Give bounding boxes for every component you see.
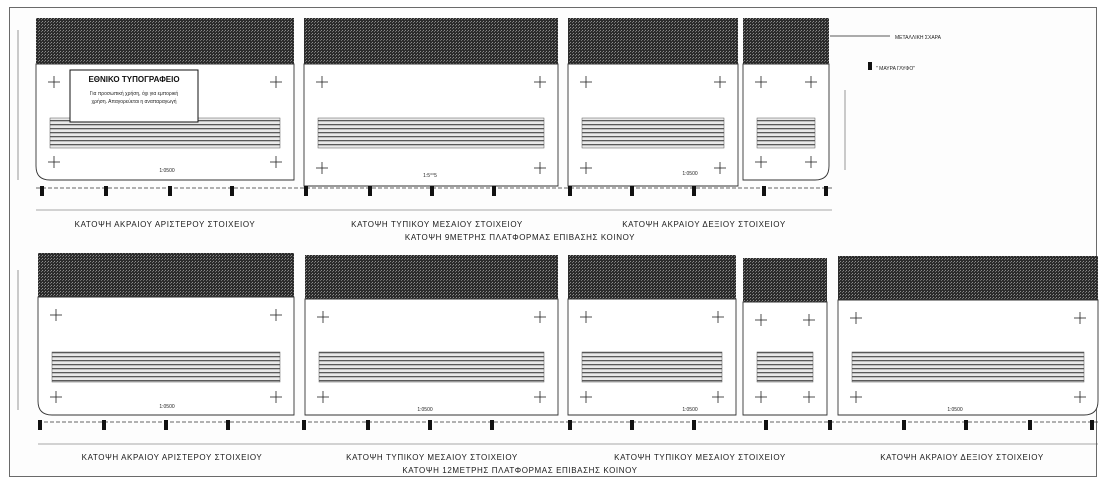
rail-tie	[568, 186, 572, 196]
rail-tie	[762, 186, 766, 196]
bottom-panel-right	[838, 256, 1098, 415]
bottom-panel-middle-1	[305, 255, 558, 415]
rail-tie	[302, 420, 306, 430]
top-label-left: ΚΑΤΟΨΗ ΑΚΡΑΙΟΥ ΑΡΙΣΤΕΡΟΥ ΣΤΟΙΧΕΙΟΥ	[75, 220, 256, 229]
rail-tie	[764, 420, 768, 430]
metal-grate	[36, 18, 294, 64]
metal-grate	[305, 255, 558, 299]
metal-grate	[568, 18, 738, 64]
rail-tie	[40, 186, 44, 196]
tactile-strip	[319, 352, 544, 382]
bottom-caption: ΚΑΤΟΨΗ 12ΜΕΤΡΗΣ ΠΛΑΤΦΟΡΜΑΣ ΕΠΙΒΑΣΗΣ ΚΟΙΝ…	[402, 466, 637, 475]
rail-tie	[630, 420, 634, 430]
title-block-line2: χρήση. Απαγορεύεται η αναπαραγωγή	[92, 98, 177, 105]
tactile-strip	[852, 352, 1084, 382]
rail-tie	[824, 186, 828, 196]
metal-grate	[304, 18, 558, 64]
rail-tie	[692, 420, 696, 430]
tactile-strip	[318, 118, 544, 148]
top-panel-right-b	[743, 18, 829, 180]
metal-grate	[38, 253, 294, 297]
bottom-rail	[38, 420, 1098, 444]
top-dim-2: 1:0500	[682, 171, 698, 177]
bottom-label-right: ΚΑΤΟΨΗ ΑΚΡΑΙΟΥ ΔΕΞΙΟΥ ΣΤΟΙΧΕΙΟΥ	[880, 453, 1044, 462]
metal-grate	[568, 255, 736, 299]
bottom-row-labels: ΚΑΤΟΨΗ ΑΚΡΑΙΟΥ ΑΡΙΣΤΕΡΟΥ ΣΤΟΙΧΕΙΟΥ ΚΑΤΟΨ…	[82, 453, 1044, 475]
tactile-strip	[757, 352, 813, 382]
rail-tie	[164, 420, 168, 430]
rail-tie	[226, 420, 230, 430]
top-rail	[36, 186, 832, 210]
top-label-middle: ΚΑΤΟΨΗ ΤΥΠΙΚΟΥ ΜΕΣΑΙΟΥ ΣΤΟΙΧΕΙΟΥ	[351, 220, 523, 229]
title-block-heading: ΕΘΝΙΚΟ ΤΥΠΟΓΡΑΦΕΙΟ	[88, 75, 179, 84]
top-row-labels: ΚΑΤΟΨΗ ΑΚΡΑΙΟΥ ΑΡΙΣΤΕΡΟΥ ΣΤΟΙΧΕΙΟΥ ΚΑΤΟΨ…	[75, 220, 786, 242]
rail-tie	[38, 420, 42, 430]
bottom-panel-middle-2	[568, 255, 736, 415]
top-label-right: ΚΑΤΟΨΗ ΑΚΡΑΙΟΥ ΔΕΞΙΟΥ ΣΤΟΙΧΕΙΟΥ	[622, 220, 786, 229]
metal-grate	[838, 256, 1098, 300]
bottom-dim-2: 1:0500	[682, 407, 698, 413]
rail-tie	[366, 420, 370, 430]
rail-tie	[902, 420, 906, 430]
rail-tie	[1028, 420, 1032, 430]
rail-tie	[490, 420, 494, 430]
rail-tie	[828, 420, 832, 430]
bottom-dim-1: 1:0500	[417, 407, 433, 413]
top-dim-1: 1:5°°5	[423, 173, 437, 179]
rail-tie	[492, 186, 496, 196]
rail-tie-note: " ΜΑΥΡΑ ΓΛΥΦΟ"	[876, 66, 915, 72]
tactile-strip	[582, 118, 724, 148]
tactile-strip	[757, 118, 815, 148]
top-panel-middle	[304, 18, 558, 186]
metal-grate	[743, 258, 827, 302]
rail-tie	[964, 420, 968, 430]
top-caption: ΚΑΤΟΨΗ 9ΜΕΤΡΗΣ ΠΛΑΤΦΟΡΜΑΣ ΕΠΙΒΑΣΗΣ ΚΟΙΝΟ…	[405, 233, 635, 242]
tactile-strip	[582, 352, 722, 382]
rail-tie	[304, 186, 308, 196]
metal-grate	[743, 18, 829, 64]
rail-tie	[230, 186, 234, 196]
rail-tie	[102, 420, 106, 430]
top-panel-right-a	[568, 18, 738, 186]
title-block: ΕΘΝΙΚΟ ΤΥΠΟΓΡΑΦΕΙΟ Για προσωπική χρήση, …	[70, 70, 198, 122]
rail-tie	[568, 420, 572, 430]
bottom-label-left: ΚΑΤΟΨΗ ΑΚΡΑΙΟΥ ΑΡΙΣΤΕΡΟΥ ΣΤΟΙΧΕΙΟΥ	[82, 453, 263, 462]
rail-tie	[692, 186, 696, 196]
bottom-label-middle-1: ΚΑΤΟΨΗ ΤΥΠΙΚΟΥ ΜΕΣΑΙΟΥ ΣΤΟΙΧΕΙΟΥ	[346, 453, 518, 462]
rail-tie	[630, 186, 634, 196]
rail-tie	[430, 186, 434, 196]
rail-tie	[428, 420, 432, 430]
top-dim-0: 1:0500	[159, 168, 175, 174]
bottom-panel-left	[38, 253, 294, 415]
metal-plate-note: ΜΕΤΑΛΛΙΚΗ ΣΧΑΡΑ	[895, 35, 942, 41]
bottom-panel-middle-2b	[743, 258, 827, 415]
bottom-dim-0: 1:0500	[159, 404, 175, 410]
rail-tie	[104, 186, 108, 196]
title-block-line1: Για προσωπική χρήση, όχι για εμπορική	[90, 90, 178, 97]
tactile-strip	[52, 352, 280, 382]
rail-tie	[368, 186, 372, 196]
bottom-label-middle-2: ΚΑΤΟΨΗ ΤΥΠΙΚΟΥ ΜΕΣΑΙΟΥ ΣΤΟΙΧΕΙΟΥ	[614, 453, 786, 462]
bottom-dim-3: 1:0500	[947, 407, 963, 413]
rail-tie	[1090, 420, 1094, 430]
rail-tie	[168, 186, 172, 196]
